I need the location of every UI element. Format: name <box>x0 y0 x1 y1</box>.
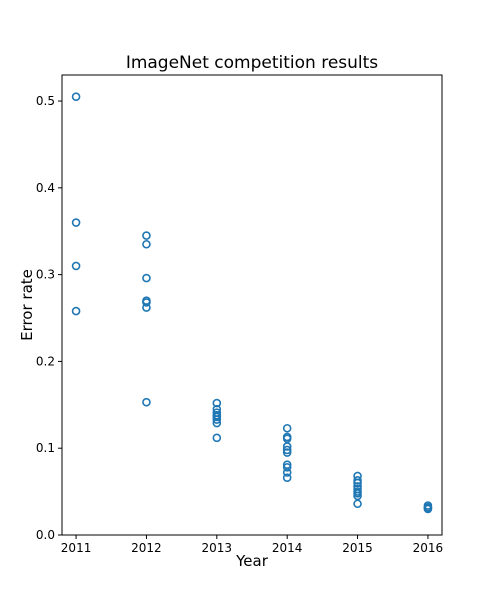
data-point <box>282 434 292 443</box>
chart-title: ImageNet competition results <box>126 53 378 73</box>
data-point <box>212 415 222 424</box>
data-point <box>282 442 292 451</box>
y-tick-label: 0.5 <box>36 94 55 108</box>
data-point <box>71 218 81 227</box>
data-point <box>212 412 222 422</box>
data-point <box>353 476 362 485</box>
x-tick-label: 2012 <box>131 541 162 555</box>
x-axis-label: Year <box>235 552 269 570</box>
data-point <box>282 448 292 457</box>
data-point <box>282 473 292 483</box>
x-tick-label: 2014 <box>272 541 303 555</box>
x-tick-label: 2015 <box>342 541 373 555</box>
data-point <box>212 433 222 443</box>
data-point <box>353 499 362 509</box>
data-point <box>142 397 151 407</box>
y-tick-label: 0.0 <box>36 528 55 542</box>
data-point <box>142 298 151 307</box>
plot-area <box>61 74 443 536</box>
y-axis-label: Error rate <box>18 269 36 341</box>
data-point <box>142 239 151 249</box>
data-point <box>212 418 222 428</box>
data-point <box>353 491 362 501</box>
x-tick-label: 2016 <box>413 541 444 555</box>
data-point <box>353 489 362 498</box>
data-point <box>71 261 81 271</box>
data-point <box>423 504 433 514</box>
data-point <box>282 423 292 433</box>
data-point <box>142 273 151 283</box>
x-axis: 2011 2012 2013 2014 2015 2016 <box>61 535 443 555</box>
data-point <box>353 478 362 488</box>
data-points <box>71 92 433 514</box>
data-point <box>71 92 81 101</box>
y-tick-label: 0.4 <box>36 181 55 195</box>
data-point <box>212 404 222 414</box>
data-point <box>71 306 81 316</box>
y-tick-label: 0.1 <box>36 441 55 455</box>
y-tick-label: 0.3 <box>36 268 55 282</box>
data-point <box>282 445 292 455</box>
y-axis: 0.0 0.1 0.2 0.3 0.4 0.5 <box>36 94 62 542</box>
x-tick-label: 2011 <box>61 541 92 555</box>
data-point <box>282 468 292 477</box>
data-point <box>142 303 151 312</box>
y-tick-label: 0.2 <box>36 354 55 368</box>
data-point <box>282 463 292 472</box>
x-tick-label: 2013 <box>202 541 233 555</box>
data-point <box>142 231 151 240</box>
data-point <box>282 460 292 469</box>
data-point <box>212 398 222 408</box>
